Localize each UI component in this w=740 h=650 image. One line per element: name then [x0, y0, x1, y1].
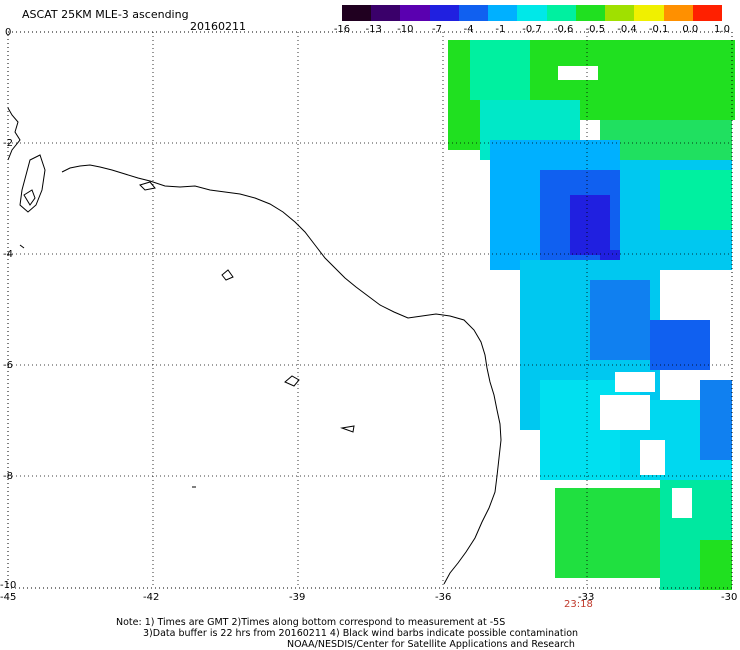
pass-time-label: 23:18 — [564, 599, 593, 610]
lat-tick-8: -8 — [3, 471, 13, 482]
colorbar-label: -0.1 — [648, 24, 669, 35]
colorbar-swatch — [458, 5, 489, 21]
swath-gap — [672, 488, 692, 518]
map-title: ASCAT 25KM MLE-3 ascending — [22, 8, 189, 21]
colorbar-label: -0.5 — [585, 24, 606, 35]
ilha-maraca-outline — [139, 181, 156, 191]
colorbar-swatch — [546, 5, 576, 21]
colorbar-swatch — [488, 5, 518, 21]
colorbar-label: -7 — [432, 24, 442, 35]
colorbar-swatch — [342, 5, 372, 21]
colorbar-label: 1.0 — [714, 24, 730, 35]
colorbar-label: 0.0 — [682, 24, 699, 35]
lon-tick-36: -36 — [435, 592, 452, 603]
note-line-1: Note: 1) Times are GMT 2)Times along bot… — [116, 617, 506, 628]
lon-tick-42: -42 — [143, 592, 160, 603]
scatterometer-swath — [448, 40, 735, 590]
colorbar-label: -0.4 — [617, 24, 637, 35]
brazil-coastline — [61, 164, 502, 585]
swath-gap — [640, 440, 665, 475]
lat-lon-grid — [8, 32, 732, 588]
swath-cell — [470, 40, 530, 100]
swath-cell — [590, 280, 650, 360]
colorbar-label: -16 — [333, 24, 351, 35]
amapa-coast-outline — [7, 107, 21, 161]
colorbar-label: -1 — [495, 24, 506, 35]
colorbar-label: -10 — [397, 24, 414, 35]
small-island-1 — [221, 269, 234, 281]
small-island-5 — [19, 244, 25, 249]
lon-tick-45: -45 — [0, 592, 17, 603]
colorbar — [342, 5, 723, 21]
lat-tick-0: 0 — [5, 27, 12, 38]
swath-gap — [615, 372, 655, 392]
small-island-3 — [340, 425, 355, 433]
swath-gap — [558, 66, 598, 80]
colorbar-label: -0.7 — [522, 24, 542, 35]
swath-cell — [660, 170, 732, 230]
colorbar-swatch — [605, 5, 635, 21]
note-line-2: 3)Data buffer is 22 hrs from 20160211 4)… — [143, 628, 579, 639]
swath-cell — [650, 320, 710, 370]
swath-gap — [600, 395, 650, 430]
colorbar-swatch — [692, 5, 723, 21]
colorbar-labels: -16 -13 -10 -7 -4 -1 -0.7 -0.6 -0.5 -0.4 -0.1 0.0 1.… — [334, 24, 730, 36]
swath-cell — [570, 195, 610, 255]
swath-cell — [700, 540, 732, 590]
colorbar-label: -0.6 — [553, 24, 574, 35]
lat-tick-2: -2 — [3, 138, 13, 149]
lat-tick-10: -10 — [0, 580, 17, 591]
lat-tick-6: -6 — [3, 360, 13, 371]
colorbar-label: -4 — [463, 24, 474, 35]
lat-tick-4: -4 — [3, 249, 13, 260]
colorbar-swatch — [663, 5, 693, 21]
lon-tick-30: -30 — [721, 592, 738, 603]
lon-tick-39: -39 — [289, 592, 306, 603]
colorbar-label: -13 — [365, 24, 382, 35]
marajo-island-outline — [19, 154, 46, 213]
map-date: 20160211 — [190, 20, 246, 33]
swath-cell — [700, 380, 732, 460]
colorbar-swatch — [517, 5, 547, 21]
swath-cell — [555, 488, 665, 578]
note-line-3: NOAA/NESDIS/Center for Satellite Applica… — [287, 639, 575, 650]
colorbar-swatch — [575, 5, 606, 21]
colorbar-swatch — [634, 5, 664, 21]
colorbar-swatch — [371, 5, 401, 21]
colorbar-swatch — [400, 5, 430, 21]
small-island-2 — [284, 375, 300, 387]
colorbar-swatch — [429, 5, 459, 21]
lon-tick-33: -33 — [578, 592, 595, 603]
